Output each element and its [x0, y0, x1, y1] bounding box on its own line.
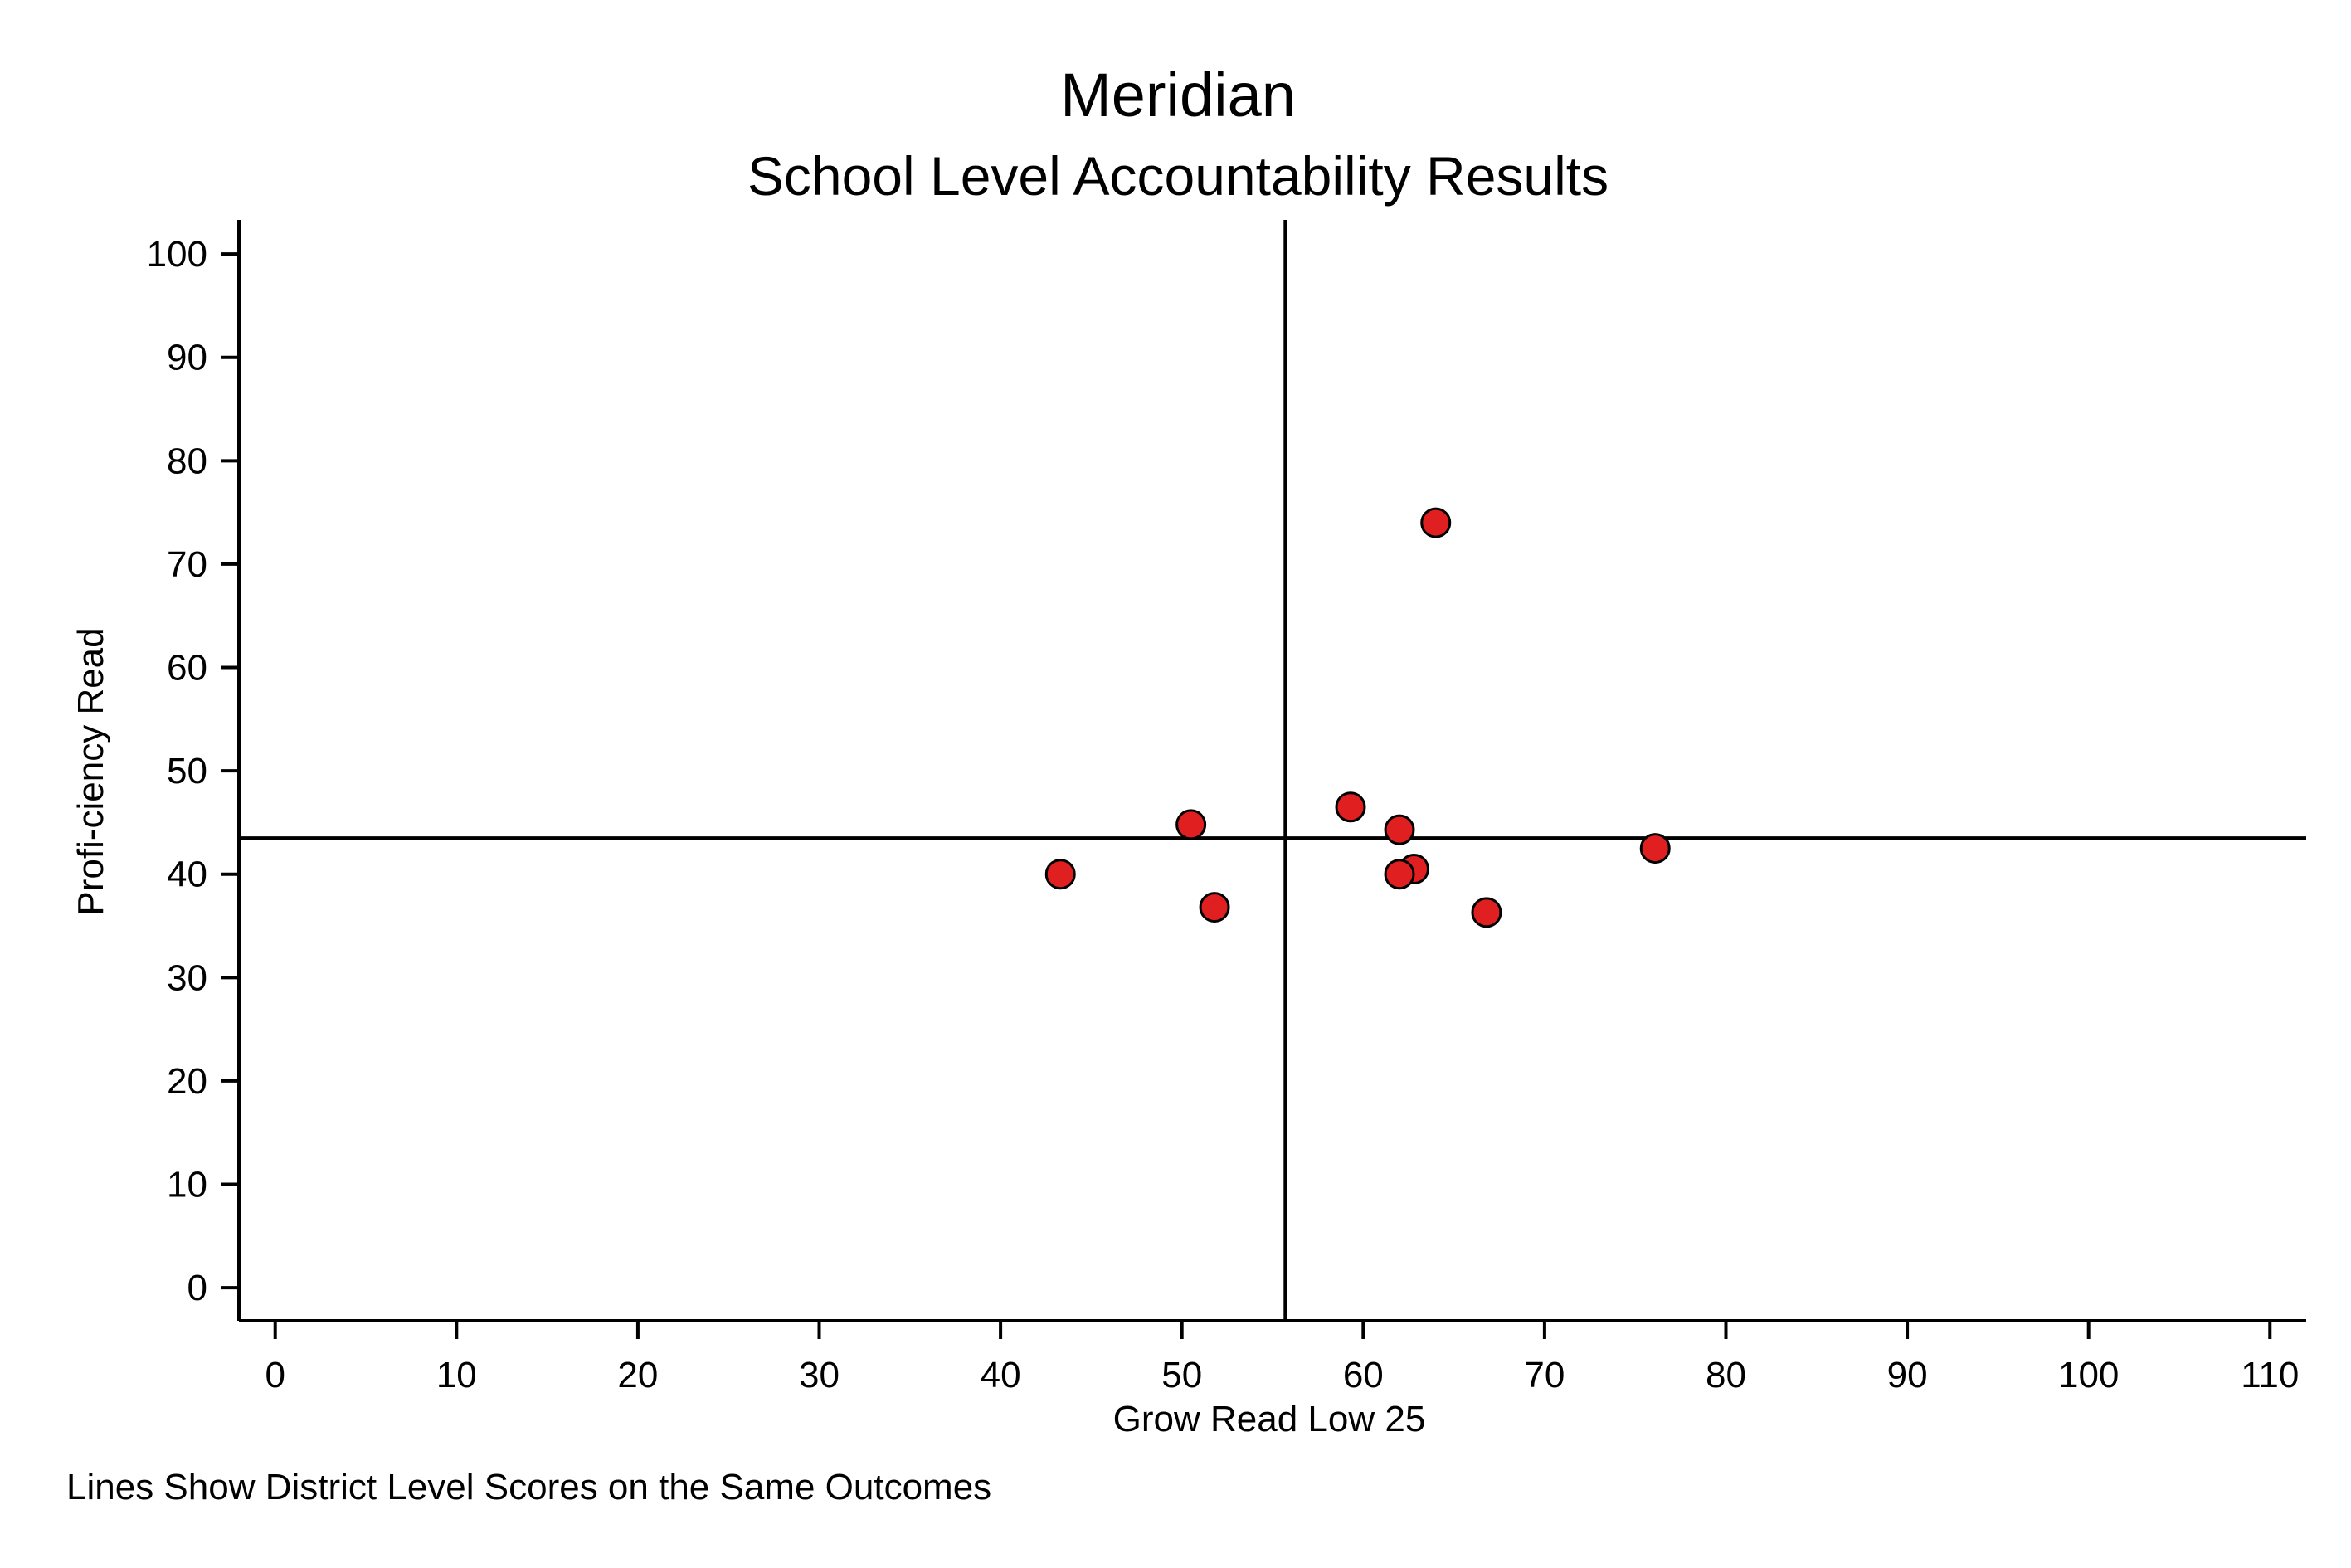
x-tick-label: 10 [436, 1355, 477, 1395]
data-point [1044, 859, 1076, 890]
x-tick-label: 60 [1343, 1355, 1384, 1395]
y-tick-label: 20 [167, 1061, 207, 1102]
data-point [1420, 507, 1452, 538]
y-tick-label: 80 [167, 441, 207, 481]
x-tick-label: 70 [1524, 1355, 1565, 1395]
x-tick-label: 80 [1706, 1355, 1746, 1395]
x-tick-label: 90 [1887, 1355, 1928, 1395]
x-tick-label: 30 [799, 1355, 840, 1395]
data-point [1639, 833, 1671, 864]
chart-title: Meridian [1060, 61, 1296, 129]
data-point [1471, 897, 1502, 928]
y-tick-label: 50 [167, 751, 207, 791]
y-tick-label: 30 [167, 957, 207, 998]
y-tick-label: 70 [167, 544, 207, 585]
y-tick-label: 10 [167, 1165, 207, 1205]
y-axis-title: Profi-ciency Read [71, 627, 111, 915]
x-tick-label: 100 [2058, 1355, 2119, 1395]
y-tick-label: 90 [167, 338, 207, 378]
data-point [1176, 809, 1207, 840]
x-tick-label: 50 [1161, 1355, 1202, 1395]
x-tick-label: 40 [981, 1355, 1021, 1395]
x-tick-label: 0 [265, 1355, 285, 1395]
data-point [1384, 814, 1415, 845]
x-tick-label: 20 [617, 1355, 658, 1395]
plot-area: 0 10 20 30 40 50 60 70 80 90 100 110 0 10 20 30 40 50 60 70… [147, 220, 2306, 1395]
y-tick-label: 40 [167, 855, 207, 895]
data-point [1199, 892, 1230, 923]
y-tick-label: 100 [147, 234, 207, 275]
x-axis-title: Grow Read Low 25 [1113, 1399, 1426, 1439]
chart-subtitle: School Level Accountability Results [747, 145, 1609, 207]
data-point [1335, 791, 1366, 823]
y-tick-label: 60 [167, 648, 207, 689]
y-tick-label: 0 [187, 1268, 207, 1308]
footnote: Lines Show District Level Scores on the … [66, 1467, 991, 1507]
data-point [1384, 859, 1415, 890]
x-tick-label: 110 [2241, 1355, 2299, 1395]
